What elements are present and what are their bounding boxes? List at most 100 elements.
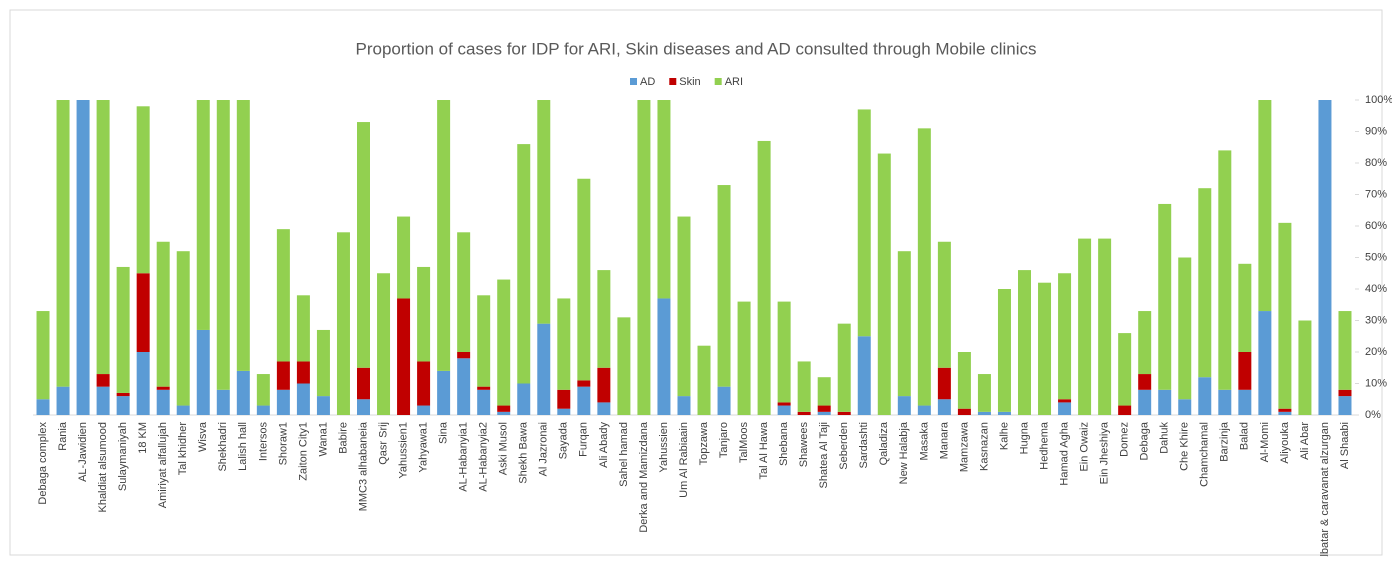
x-tick-label: Shebana bbox=[778, 421, 790, 466]
bar-segment bbox=[336, 232, 350, 415]
x-tick-label: Sardashti bbox=[858, 422, 870, 468]
x-tick-label: Khaldiat alsumood bbox=[97, 422, 109, 513]
bar-segment bbox=[216, 100, 230, 390]
x-tick-label: Albatar & caravanat alzurgan bbox=[1319, 422, 1331, 557]
bar-segment bbox=[977, 411, 991, 415]
bar-segment bbox=[797, 411, 811, 415]
bar-segment bbox=[1138, 311, 1152, 375]
bar-segment bbox=[577, 380, 591, 387]
x-tick-label: Barzinja bbox=[1219, 421, 1231, 462]
x-tick-label: Al Shaabi bbox=[1339, 422, 1351, 469]
bar-segment bbox=[577, 178, 591, 381]
bar-segment bbox=[196, 329, 210, 415]
x-tick-label: Aliyouka bbox=[1279, 421, 1291, 463]
bar-segment bbox=[116, 396, 130, 415]
bar-segment bbox=[56, 386, 70, 415]
x-tick-label: Dahuk bbox=[1159, 422, 1171, 454]
bar-segment bbox=[497, 405, 511, 412]
bar-segment bbox=[357, 399, 370, 415]
bar-segment bbox=[96, 386, 110, 415]
bar-segment bbox=[1158, 203, 1172, 390]
x-tick-label: Seberden bbox=[838, 422, 850, 470]
x-tick-label: Balad bbox=[1239, 422, 1251, 450]
legend-swatch bbox=[630, 78, 637, 85]
x-tick-label: Al-Momi bbox=[1259, 422, 1271, 462]
y-tick-label: 30% bbox=[1365, 314, 1387, 326]
legend-swatch bbox=[714, 78, 722, 85]
x-tick-label: Derka and Mamizdana bbox=[638, 421, 650, 533]
bar-segment bbox=[957, 408, 971, 415]
y-tick-label: 0% bbox=[1365, 409, 1381, 421]
bar-segment bbox=[477, 386, 491, 390]
y-tick-label: 80% bbox=[1365, 157, 1387, 169]
bar-segment bbox=[1138, 374, 1152, 390]
x-tick-label: AL-Habanyia2 bbox=[478, 422, 490, 492]
bar-segment bbox=[377, 273, 391, 415]
x-tick-label: Shatea Al Taji bbox=[818, 422, 830, 488]
x-tick-label: Yahussien1 bbox=[397, 422, 409, 479]
bar-segment bbox=[236, 100, 250, 371]
bar-segment bbox=[677, 396, 691, 415]
bar-segment bbox=[557, 389, 571, 409]
legend-label: Skin bbox=[679, 76, 700, 88]
y-tick-label: 60% bbox=[1365, 220, 1387, 232]
bar-segment bbox=[397, 298, 411, 415]
bar-segment bbox=[96, 374, 110, 387]
x-tick-label: Yahussien bbox=[658, 422, 670, 473]
bar-segment bbox=[897, 396, 911, 415]
bar-segment bbox=[1258, 311, 1272, 415]
y-tick-label: 90% bbox=[1365, 125, 1387, 137]
bar-segment bbox=[597, 270, 611, 368]
bar-segment bbox=[1118, 405, 1132, 415]
bar-segment bbox=[1058, 399, 1072, 403]
bar-segment bbox=[477, 295, 491, 387]
bar-segment bbox=[957, 352, 971, 409]
bar-segment bbox=[357, 122, 370, 368]
x-tick-label: Rania bbox=[57, 421, 69, 451]
bar-segment bbox=[597, 402, 611, 415]
bar-segment bbox=[417, 405, 431, 415]
bar-segment bbox=[937, 367, 951, 400]
y-tick-label: 20% bbox=[1365, 346, 1387, 358]
bar-segment bbox=[296, 361, 310, 384]
bar-segment bbox=[437, 100, 451, 371]
bar-segment bbox=[477, 389, 491, 415]
x-tick-label: Shawees bbox=[798, 422, 810, 468]
bar-segment bbox=[897, 251, 911, 397]
x-tick-label: Aski Musol bbox=[498, 422, 510, 475]
x-tick-label: Shekh Bawa bbox=[518, 421, 530, 484]
x-tick-label: Mamzawa bbox=[958, 421, 970, 472]
bar-segment bbox=[1138, 389, 1152, 415]
x-tick-label: Intersos bbox=[257, 422, 269, 462]
bar-segment bbox=[1038, 282, 1052, 415]
x-tick-label: Yahyawa1 bbox=[417, 422, 429, 473]
bar-segment bbox=[136, 273, 150, 352]
bar-segment bbox=[597, 367, 611, 403]
bar-segment bbox=[537, 323, 551, 415]
x-tick-label: Wana1 bbox=[317, 422, 329, 456]
x-tick-label: 18 KM bbox=[137, 422, 149, 454]
bar-segment bbox=[1338, 389, 1352, 397]
bar-segment bbox=[497, 279, 511, 406]
bar-segment bbox=[56, 100, 70, 387]
bar-segment bbox=[417, 266, 431, 362]
x-tick-label: Shekhadri bbox=[217, 422, 229, 472]
x-tick-label: AL-Habanyia1 bbox=[458, 422, 470, 492]
bar-segment bbox=[457, 358, 471, 415]
bar-segment bbox=[997, 411, 1011, 415]
bar-segment bbox=[1338, 311, 1352, 390]
bar-segment bbox=[256, 405, 270, 415]
bar-segment bbox=[497, 411, 511, 415]
x-tick-label: AL-Jawidien bbox=[77, 422, 89, 482]
bar-segment bbox=[817, 405, 831, 412]
bar-segment bbox=[276, 229, 290, 362]
bar-segment bbox=[737, 301, 751, 415]
bar-segment bbox=[777, 301, 791, 403]
bar-segment bbox=[116, 266, 130, 393]
bar-segment bbox=[517, 383, 531, 415]
x-tick-label: Ali Abady bbox=[598, 422, 610, 468]
x-tick-label: Topzawa bbox=[698, 421, 710, 465]
bar-segment bbox=[757, 140, 771, 415]
bar-segment bbox=[717, 185, 731, 387]
bar-segment bbox=[96, 100, 110, 375]
